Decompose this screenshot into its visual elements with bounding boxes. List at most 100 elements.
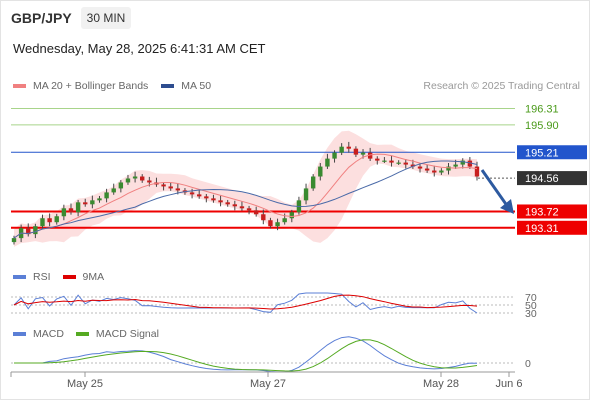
rsi-line bbox=[13, 292, 478, 314]
candle-body bbox=[11, 238, 17, 243]
candle-body bbox=[474, 166, 480, 177]
candle-body bbox=[111, 188, 116, 193]
candle-body bbox=[353, 148, 359, 155]
candle-body bbox=[282, 218, 287, 223]
candle-body bbox=[90, 200, 95, 205]
candle-body bbox=[118, 182, 124, 189]
level-label-pivot: 195.21 bbox=[525, 147, 559, 159]
candle-body bbox=[140, 176, 145, 181]
level-label-last-price: 194.56 bbox=[525, 173, 559, 185]
candle-body bbox=[189, 192, 195, 195]
macd-signal-swatch bbox=[75, 332, 89, 336]
level-tag-support bbox=[517, 220, 587, 235]
ma50-swatch bbox=[161, 84, 175, 88]
candle-body bbox=[467, 160, 473, 167]
candle-body bbox=[410, 164, 416, 167]
copyright: Research © 2025 Trading Central bbox=[423, 80, 580, 92]
candle-body bbox=[261, 214, 266, 221]
candle-body bbox=[453, 164, 458, 167]
legend-macd-signal-label: MACD Signal bbox=[95, 328, 159, 340]
legend-ma50-label: MA 50 bbox=[181, 80, 212, 92]
ma20-swatch bbox=[13, 84, 26, 88]
candle-body bbox=[161, 184, 166, 187]
candle-body bbox=[97, 198, 102, 201]
candle-body bbox=[439, 170, 444, 173]
candle-body bbox=[268, 220, 273, 227]
candle-body bbox=[246, 208, 252, 211]
candle-body bbox=[218, 200, 223, 203]
legend-rsi-label: RSI bbox=[33, 271, 51, 283]
legend-main: MA 20 + Bollinger Bands MA 50 bbox=[13, 80, 211, 92]
x-tick-label: Jun 6 bbox=[496, 378, 523, 390]
candle-body bbox=[47, 218, 52, 223]
ma20-line bbox=[13, 153, 478, 239]
forecast-arrow-head bbox=[500, 199, 514, 214]
candle-body bbox=[225, 202, 230, 205]
candle-body bbox=[40, 218, 45, 227]
rsi-ma-swatch bbox=[62, 275, 76, 279]
forecast-arrow bbox=[480, 169, 510, 208]
candle-body bbox=[54, 216, 59, 223]
level-tag-pivot bbox=[517, 145, 587, 160]
legend-macd: MACD MACD Signal bbox=[13, 328, 159, 340]
candle-body bbox=[360, 152, 366, 155]
candle-body bbox=[75, 202, 81, 213]
candle-body bbox=[403, 162, 408, 165]
candle-body bbox=[303, 188, 309, 201]
candle-body bbox=[382, 160, 387, 162]
macd-line bbox=[14, 336, 478, 373]
candle-body bbox=[204, 196, 209, 199]
candle-body bbox=[168, 186, 173, 189]
legend-ma20-label: MA 20 + Bollinger Bands bbox=[33, 80, 149, 92]
timeframe-button[interactable]: 30 MIN bbox=[81, 7, 131, 29]
symbol-title: GBP/JPY bbox=[11, 10, 72, 26]
macd-level-label: 0 bbox=[525, 358, 531, 370]
candle-body bbox=[211, 198, 216, 201]
legend-macd-label: MACD bbox=[33, 328, 64, 340]
candle-body bbox=[26, 228, 31, 235]
candle-body bbox=[33, 226, 38, 235]
x-tick-label: May 28 bbox=[423, 378, 459, 390]
level-label-support: 193.31 bbox=[525, 223, 559, 235]
macd-swatch bbox=[13, 332, 26, 336]
candle-body bbox=[239, 206, 245, 209]
candle-body bbox=[68, 208, 74, 213]
rsi-ma-line bbox=[13, 294, 478, 310]
x-tick-label: May 27 bbox=[250, 378, 286, 390]
candle-body bbox=[446, 166, 451, 171]
candle-body bbox=[61, 208, 67, 217]
legend-rsi-ma-label: 9MA bbox=[82, 271, 105, 283]
macd-signal-line bbox=[14, 339, 478, 372]
candle-body bbox=[396, 162, 401, 164]
candle-body bbox=[175, 188, 181, 191]
candle-body bbox=[104, 192, 109, 199]
candle-body bbox=[424, 168, 430, 171]
candle-body bbox=[332, 152, 337, 159]
candle-body bbox=[132, 176, 138, 179]
candle-body bbox=[325, 158, 330, 167]
level-label-resistance: 196.31 bbox=[525, 104, 559, 116]
candle-body bbox=[289, 212, 294, 219]
candle-body bbox=[367, 152, 373, 159]
level-label-support: 193.72 bbox=[525, 206, 559, 218]
candle-body bbox=[275, 222, 280, 227]
datetime-label: Wednesday, May 28, 2025 6:41:31 AM CET bbox=[13, 41, 266, 56]
ma50-line bbox=[13, 160, 478, 239]
candle-body bbox=[125, 178, 131, 183]
rsi-level-label: 70 bbox=[525, 292, 537, 304]
rsi-swatch bbox=[13, 275, 26, 279]
candle-body bbox=[375, 158, 380, 161]
candle-body bbox=[318, 166, 323, 177]
candle-body bbox=[83, 202, 88, 205]
candle-body bbox=[310, 176, 316, 189]
bollinger-band bbox=[14, 130, 477, 247]
candle-body bbox=[432, 170, 437, 173]
candle-body bbox=[147, 180, 152, 183]
level-tag-support bbox=[517, 204, 587, 219]
rsi-level-label: 50 bbox=[525, 300, 537, 312]
candle-body bbox=[253, 210, 259, 215]
candle-body bbox=[346, 146, 351, 149]
candle-body bbox=[417, 166, 423, 169]
candle-body bbox=[389, 160, 394, 163]
